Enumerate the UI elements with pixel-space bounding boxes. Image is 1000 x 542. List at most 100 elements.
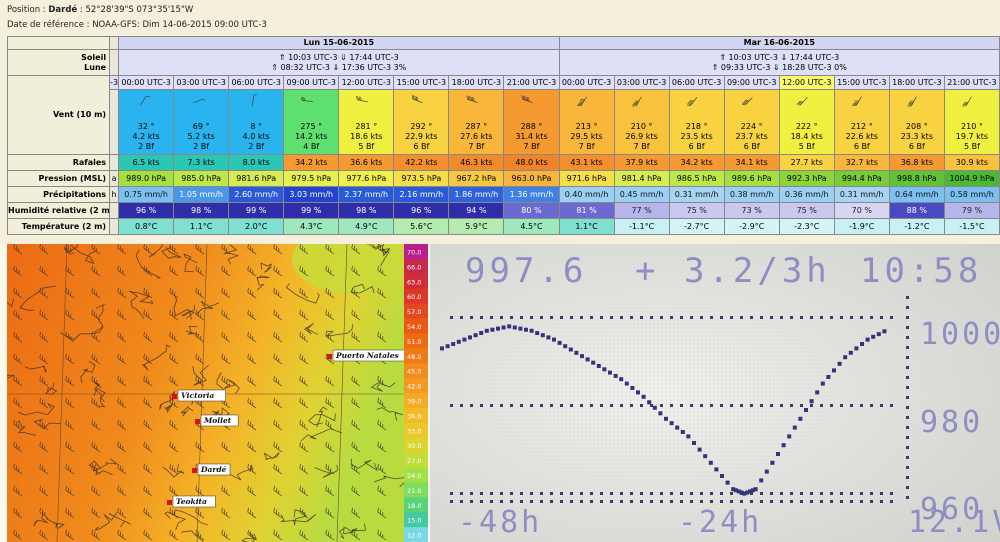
dotted-gridline xyxy=(770,404,773,407)
dotted-gridline xyxy=(720,316,723,319)
scale-label: 66.0 xyxy=(407,263,421,271)
place-marker xyxy=(172,394,177,399)
dotted-gridline xyxy=(790,404,793,407)
pressure-curve-point xyxy=(619,377,624,382)
coastline-path xyxy=(148,244,165,258)
baseline-dot xyxy=(680,500,683,503)
pressure-cell: 998.8 hPa xyxy=(888,170,945,187)
wind-cell: 218 ° 23.5 kts 6 Bf xyxy=(668,89,725,155)
map-wind-barb xyxy=(91,397,101,409)
map-wind-barb xyxy=(273,353,283,365)
humidity-cell: 81 % xyxy=(558,202,615,219)
map-wind-barb xyxy=(65,265,75,277)
coastline-path xyxy=(285,283,320,304)
dotted-gridline xyxy=(480,492,483,495)
gust-cell: 6.5 kts xyxy=(118,154,175,171)
pressure-curve-point xyxy=(529,328,534,333)
gust-cell: 43.1 kts xyxy=(558,154,615,171)
pressure-curve-point xyxy=(820,381,825,386)
map-wind-barb xyxy=(13,244,23,255)
place-label: Mollet xyxy=(203,416,232,425)
dotted-gridline xyxy=(880,404,883,407)
baseline-dot xyxy=(470,500,473,503)
baseline-dot xyxy=(510,500,513,503)
gust-cell: 27.7 kts xyxy=(778,154,835,171)
dotted-gridline xyxy=(770,492,773,495)
corner-cell xyxy=(6,36,111,50)
humidity-cell: 75 % xyxy=(778,202,835,219)
map-wind-barb xyxy=(143,265,153,277)
baseline-dot xyxy=(740,500,743,503)
pressure-curve-point xyxy=(720,474,724,478)
map-wind-barb xyxy=(117,419,127,431)
map-wind-barb xyxy=(195,331,205,343)
wind-barb-icon xyxy=(193,98,206,104)
map-wind-barb xyxy=(143,507,153,519)
coastline-path xyxy=(162,464,185,478)
scale-label: 51.0 xyxy=(407,338,421,346)
dotted-gridline xyxy=(840,316,843,319)
pressure-curve-point xyxy=(832,368,836,373)
map-wind-barb xyxy=(91,265,101,277)
humidity-cell: 75 % xyxy=(668,202,725,219)
axis-dot xyxy=(906,446,909,449)
pressure-curve-point xyxy=(468,335,472,340)
pressure-curve-point xyxy=(563,344,568,349)
map-wind-barb xyxy=(13,375,23,387)
dotted-gridline xyxy=(590,492,593,495)
dotted-gridline xyxy=(720,404,723,407)
coastline-path xyxy=(159,390,176,410)
dotted-gridline xyxy=(760,492,763,495)
pressure-curve-point xyxy=(798,416,803,421)
pressure-curve-point xyxy=(843,355,848,360)
map-wind-barb xyxy=(273,463,283,475)
dotted-gridline xyxy=(780,404,783,407)
map-wind-barb xyxy=(325,485,335,497)
scale-label: 42.0 xyxy=(407,383,421,391)
scale-swatch xyxy=(404,244,428,260)
pressure-curve-point xyxy=(815,390,820,395)
coastline-path xyxy=(135,249,161,279)
axis-dot xyxy=(906,366,909,369)
map-wind-barb xyxy=(169,441,179,453)
humidity-label: Humidité relative (2 m) xyxy=(6,202,111,219)
map-wind-barb xyxy=(377,485,387,497)
dotted-gridline xyxy=(810,492,813,495)
dotted-gridline xyxy=(790,316,793,319)
baseline-dot xyxy=(640,500,643,503)
dotted-gridline xyxy=(840,404,843,407)
wind-direction: 212 ° xyxy=(850,122,873,131)
map-wind-barb xyxy=(195,507,205,519)
cut-cell: -3 xyxy=(109,75,120,90)
dotted-gridline xyxy=(810,316,813,319)
dotted-gridline xyxy=(460,404,463,407)
scale-label: 57.0 xyxy=(407,308,421,316)
wind-direction: 208 ° xyxy=(905,122,928,131)
map-wind-barb xyxy=(325,244,335,255)
moon-times: ⇑ 08:32 UTC-3 ⇓ 17:36 UTC-3 3% xyxy=(271,62,407,72)
humidity-cell: 88 % xyxy=(888,202,945,219)
wind-beaufort: 7 Bf xyxy=(523,142,540,151)
baseline-dot xyxy=(880,500,883,503)
lcd-background xyxy=(430,244,1000,542)
map-wind-barb xyxy=(65,441,75,453)
map-wind-barb xyxy=(221,441,231,453)
pressure-cell: 985.0 hPa xyxy=(173,170,230,187)
map-wind-barb xyxy=(143,529,153,541)
coastline-path xyxy=(70,244,96,265)
map-wind-barb xyxy=(13,287,23,299)
position-line: Position : Dardé : 52°28'39"S 073°35'15"… xyxy=(7,5,193,15)
cut-cell: h xyxy=(109,186,120,203)
dotted-gridline xyxy=(820,492,823,495)
dotted-gridline xyxy=(780,316,783,319)
dotted-gridline xyxy=(490,404,493,407)
place-label-box xyxy=(200,414,239,427)
dotted-gridline xyxy=(670,404,673,407)
map-wind-barb xyxy=(169,375,179,387)
pressure-cell: 986.5 hPa xyxy=(668,170,725,187)
map-wind-barb xyxy=(65,485,75,497)
wind-direction: 222 ° xyxy=(795,122,818,131)
hours-row: Vent (10 m) -3 00:00 UTC-3 03:00 UTC-3 06:00… xyxy=(6,75,1000,155)
map-wind-barb xyxy=(351,397,361,409)
dotted-gridline xyxy=(510,316,513,319)
